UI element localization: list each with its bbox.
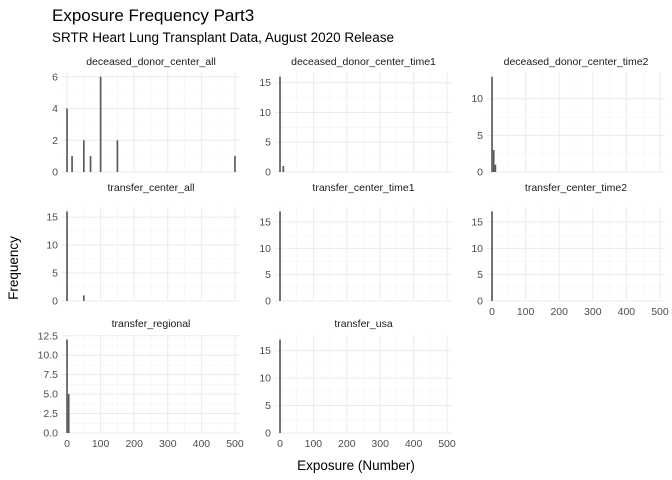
y-tick-label: 0 [477, 296, 483, 308]
facet-deceased_donor_center_time1: 0 5 10 15 deceased_donor_center_time1 [259, 56, 452, 179]
y-tick-label: 0 [52, 296, 58, 308]
x-tick-label: 300 [584, 306, 602, 318]
y-tick-label: 6 [52, 71, 58, 83]
histogram-bar [491, 211, 493, 301]
x-tick-label: 400 [618, 306, 636, 318]
y-tick-label: 15 [471, 217, 483, 229]
x-tick-label: 100 [305, 438, 323, 450]
x-tick-label: 100 [517, 306, 535, 318]
y-tick-label: 5 [52, 268, 58, 280]
facet-label: transfer_center_time1 [312, 182, 414, 194]
x-tick-label: 0 [64, 438, 70, 450]
y-tick-label: 10 [46, 240, 58, 252]
y-tick-label: 15 [259, 77, 271, 89]
histogram-bar [234, 156, 236, 172]
y-tick-label: 5 [265, 400, 271, 412]
facet-deceased_donor_center_all: 0 2 4 6 deceased_donor_center_all [52, 56, 240, 179]
y-tick-label: 0 [265, 428, 271, 440]
histogram-bar [494, 164, 497, 172]
histogram-bar [66, 339, 68, 433]
x-axis-title: Exposure (Number) [297, 458, 415, 473]
histogram-bar [279, 211, 281, 301]
y-tick-label: 5 [477, 130, 483, 142]
y-tick-label: 10 [259, 107, 271, 119]
histogram-bar [82, 295, 85, 301]
y-tick-label: 5.0 [43, 389, 58, 401]
y-tick-label: 0 [52, 167, 58, 179]
facet-label: transfer_usa [334, 318, 393, 330]
histogram-bar [282, 166, 285, 172]
y-tick-label: 0 [265, 167, 271, 179]
x-tick-label: 200 [550, 306, 568, 318]
chart-subtitle: SRTR Heart Lung Transplant Data, August … [52, 30, 394, 45]
y-tick-label: 5 [477, 269, 483, 281]
facet-label: transfer_center_time2 [525, 182, 627, 194]
facet-label: transfer_center_all [108, 182, 195, 194]
x-tick-label: 200 [338, 438, 356, 450]
facet-label: deceased_donor_center_time1 [291, 56, 436, 68]
histogram-bar [116, 140, 119, 172]
facet-transfer_center_all: 0 5 10 15 transfer_center_all [46, 182, 240, 308]
histogram-bar [279, 76, 281, 172]
x-tick-label: 400 [193, 438, 211, 450]
facet-transfer_regional: 0.0 2.5 5.0 7.5 10.0 12.5 transfer_regional 0 10… [38, 318, 244, 450]
x-tick-label: 500 [438, 438, 456, 450]
y-tick-label: 7.5 [43, 369, 58, 381]
facet-transfer_center_time2: 0 5 10 15 transfer_center_time2 0 100 200 300 400… [471, 182, 669, 318]
y-tick-label: 10 [259, 373, 271, 385]
y-axis-title: Frequency [6, 236, 21, 300]
y-tick-label: 10 [471, 93, 483, 105]
x-tick-label: 500 [651, 306, 669, 318]
y-tick-label: 15 [259, 217, 271, 229]
y-tick-label: 10.0 [38, 350, 59, 362]
histogram-bar [66, 211, 68, 301]
x-tick-label: 300 [159, 438, 177, 450]
histogram-bar [279, 339, 281, 433]
y-tick-label: 0 [477, 167, 483, 179]
histogram-bar [82, 140, 85, 172]
y-tick-label: 4 [52, 103, 58, 115]
facet-transfer_usa: 0 5 10 15 transfer_usa 0 100 200 300 400 500 [259, 318, 456, 450]
x-tick-label: 0 [277, 438, 283, 450]
y-tick-label: 2.5 [43, 408, 58, 420]
y-tick-label: 15 [46, 212, 58, 224]
histogram-bar [492, 150, 495, 172]
histogram-bar [66, 108, 68, 172]
facet-label: deceased_donor_center_all [86, 56, 216, 68]
facet-deceased_donor_center_time2: 0 5 10 deceased_donor_center_time2 [471, 56, 665, 179]
x-tick-label: 200 [125, 438, 143, 450]
facet-panels: 0 2 4 6 deceased_donor_center_all 0 5 10 15 decea… [38, 56, 669, 450]
y-tick-label: 5 [265, 137, 271, 149]
x-tick-label: 100 [92, 438, 110, 450]
histogram-bar [71, 156, 73, 172]
facet-label: transfer_regional [112, 318, 191, 330]
x-tick-label: 500 [226, 438, 244, 450]
histogram-bar [89, 156, 92, 172]
y-tick-label: 0.0 [43, 428, 58, 440]
y-tick-label: 5 [265, 269, 271, 281]
y-tick-label: 12.5 [38, 330, 59, 342]
x-tick-label: 0 [489, 306, 495, 318]
x-tick-label: 300 [371, 438, 389, 450]
y-tick-label: 10 [259, 243, 271, 255]
x-tick-label: 400 [405, 438, 423, 450]
y-tick-label: 2 [52, 135, 58, 147]
facet-label: deceased_donor_center_time2 [504, 56, 649, 68]
histogram-bar [99, 76, 102, 172]
y-tick-label: 10 [471, 243, 483, 255]
facet-transfer_center_time1: 0 5 10 15 transfer_center_time1 [259, 182, 452, 308]
histogram-bar [491, 76, 493, 172]
y-tick-label: 0 [265, 296, 271, 308]
histogram-bar [67, 394, 70, 433]
y-tick-label: 15 [259, 345, 271, 357]
chart-title: Exposure Frequency Part3 [52, 6, 254, 25]
